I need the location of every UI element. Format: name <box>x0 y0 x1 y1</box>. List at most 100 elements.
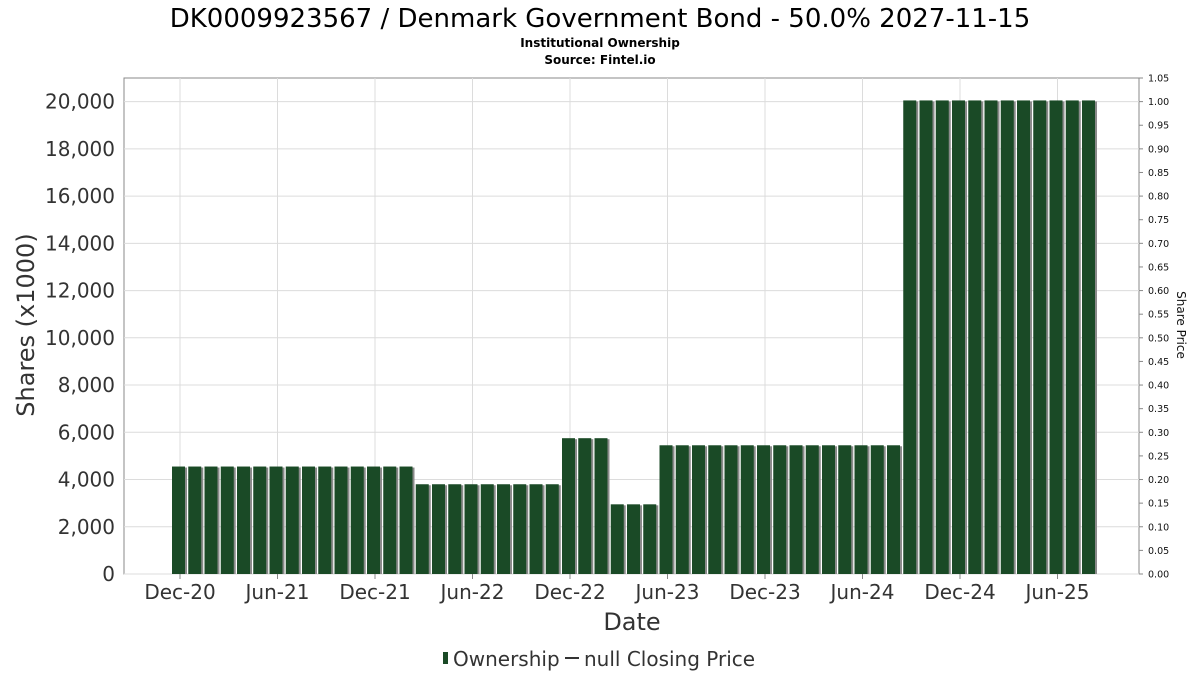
ownership-bar <box>367 466 380 574</box>
ownership-bar <box>968 100 982 574</box>
ownership-bar <box>740 445 754 574</box>
ownership-bar <box>1049 100 1063 574</box>
x-tick-label: Jun-21 <box>244 580 310 604</box>
ownership-bar <box>318 466 332 574</box>
ownership-bar <box>805 445 819 574</box>
y2-tick-label: 0.10 <box>1148 522 1169 533</box>
ownership-bar <box>984 100 998 574</box>
y2-tick-label: 1.00 <box>1148 97 1169 108</box>
ownership-bar <box>919 100 933 574</box>
secondary-y-axis-ticks: 0.00 0.05 0.10 0.15 0.20 0.25 0.30 0.35 0.40 0.45… <box>1139 74 1169 581</box>
y2-tick-label: 0.85 <box>1148 168 1169 179</box>
y2-tick-label: 0.25 <box>1148 451 1169 462</box>
ownership-bar <box>204 466 218 574</box>
legend-ownership-label: Ownership <box>453 647 560 671</box>
y2-tick-label: 0.70 <box>1148 239 1169 250</box>
x-axis-ticks: Dec-20 Jun-21 Dec-21 Jun-22 Dec-22 Jun-23 Dec-… <box>144 574 1089 604</box>
ownership-bar <box>448 484 462 574</box>
ownership-bar <box>480 484 494 574</box>
y2-tick-label: 0.80 <box>1148 192 1169 203</box>
ownership-bar <box>935 100 949 574</box>
x-tick-label: Jun-22 <box>439 580 505 604</box>
ownership-bar <box>903 100 917 574</box>
x-tick-label: Jun-25 <box>1024 580 1090 604</box>
ownership-bar <box>545 484 559 574</box>
ownership-bar <box>887 445 900 574</box>
ownership-bar <box>822 445 835 574</box>
ownership-bar <box>1065 100 1079 574</box>
y2-tick-label: 0.95 <box>1148 121 1169 132</box>
ownership-bar <box>220 466 234 574</box>
y2-tick-label: 1.05 <box>1148 74 1169 85</box>
ownership-bar <box>350 466 364 574</box>
ownership-bar <box>627 504 640 574</box>
y2-tick-label: 0.30 <box>1148 428 1169 439</box>
y-tick-label: 10,000 <box>45 326 115 350</box>
ownership-bar <box>334 466 348 574</box>
y-tick-label: 20,000 <box>45 90 115 114</box>
x-tick-label: Dec-22 <box>534 580 605 604</box>
ownership-bar <box>269 466 283 574</box>
ownership-bar <box>399 466 413 574</box>
x-tick-label: Dec-24 <box>924 580 995 604</box>
ownership-bar <box>383 466 397 574</box>
secondary-y-axis-title: Share Price <box>1174 291 1188 359</box>
legend: Ownership null Closing Price <box>443 647 755 671</box>
ownership-bar <box>302 466 315 574</box>
y2-tick-label: 0.15 <box>1148 499 1169 510</box>
y-tick-label: 16,000 <box>45 184 115 208</box>
y2-tick-label: 0.50 <box>1148 333 1169 344</box>
ownership-bar <box>854 445 868 574</box>
y2-tick-label: 0.05 <box>1148 546 1169 557</box>
ownership-bar <box>870 445 884 574</box>
y-tick-label: 12,000 <box>45 279 115 303</box>
ownership-bar <box>789 445 803 574</box>
ownership-bar <box>578 438 592 574</box>
ownership-bar <box>172 466 185 574</box>
ownership-bar <box>415 484 429 574</box>
y2-tick-label: 0.40 <box>1148 381 1169 392</box>
x-tick-label: Dec-21 <box>339 580 410 604</box>
legend-ownership-swatch <box>443 652 448 664</box>
ownership-bar <box>497 484 510 574</box>
ownership-bar <box>610 504 624 574</box>
chart-title: DK0009923567 / Denmark Government Bond -… <box>170 4 1031 34</box>
ownership-bar <box>838 445 852 574</box>
y-tick-label: 2,000 <box>58 515 115 539</box>
ownership-bar <box>237 466 250 574</box>
ownership-bar <box>1033 100 1047 574</box>
y-axis-ticks: 0 2,000 4,000 6,000 8,000 10,000 12,000 14,000 1… <box>45 90 115 586</box>
ownership-bar <box>692 445 705 574</box>
y2-tick-label: 0.45 <box>1148 357 1169 368</box>
x-tick-label: Dec-20 <box>144 580 215 604</box>
ownership-bar <box>432 484 445 574</box>
y2-tick-label: 0.55 <box>1148 310 1169 321</box>
ownership-bar <box>464 484 478 574</box>
y2-tick-label: 0.00 <box>1148 570 1169 581</box>
y-tick-label: 4,000 <box>58 468 115 492</box>
y2-tick-label: 0.90 <box>1148 144 1169 155</box>
ownership-bar <box>659 445 673 574</box>
ownership-bar <box>1082 100 1095 574</box>
y-axis-title: Shares (x1000) <box>12 233 40 416</box>
ownership-bar <box>773 445 787 574</box>
y2-tick-label: 0.20 <box>1148 475 1169 486</box>
x-tick-label: Jun-23 <box>634 580 700 604</box>
ownership-bar <box>724 445 738 574</box>
ownership-bar <box>1017 100 1030 574</box>
ownership-bar <box>562 438 575 574</box>
ownership-bar <box>757 445 770 574</box>
x-axis-title: Date <box>603 608 660 636</box>
ownership-bar <box>1000 100 1014 574</box>
ownership-bar <box>952 100 965 574</box>
y2-tick-label: 0.35 <box>1148 404 1169 415</box>
ownership-bar <box>708 445 722 574</box>
ownership-bar <box>675 445 689 574</box>
ownership-bar <box>643 504 657 574</box>
chart-subtitle-line-1: Institutional Ownership <box>520 36 680 50</box>
ownership-bar <box>253 466 267 574</box>
x-tick-label: Dec-23 <box>729 580 800 604</box>
y-tick-label: 8,000 <box>58 373 115 397</box>
legend-closing-price-label: null Closing Price <box>584 647 755 671</box>
